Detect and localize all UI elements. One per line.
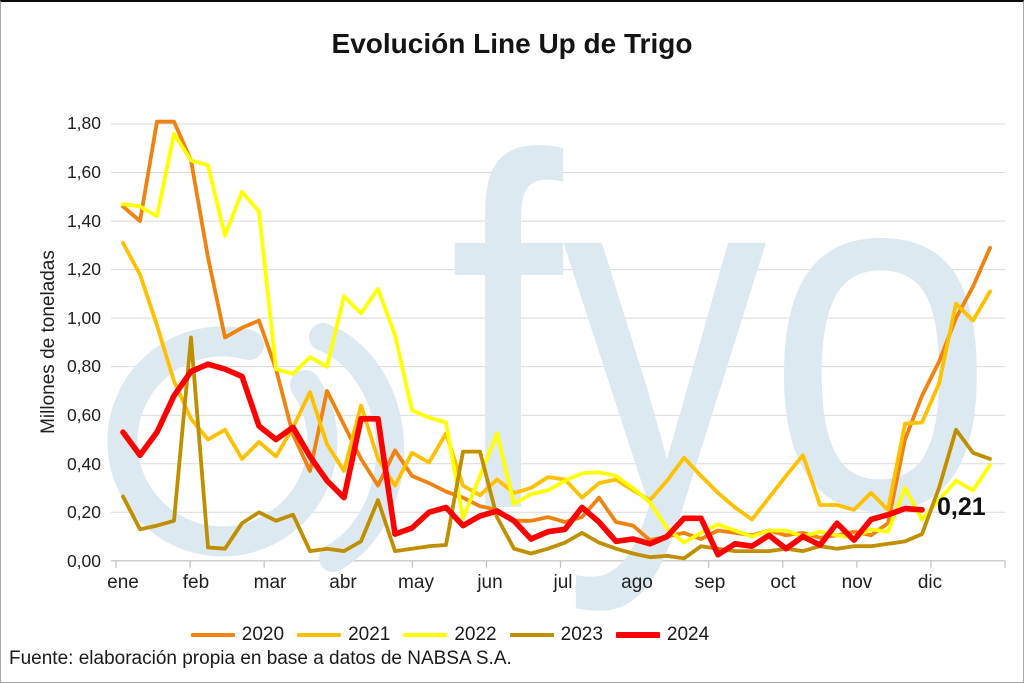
legend-label: 2023	[560, 624, 603, 645]
y-tick-label: 1,40	[66, 211, 101, 231]
y-tick-label: 1,80	[66, 113, 101, 133]
legend-line-swatch	[509, 633, 554, 637]
y-tick-label: 0,20	[66, 502, 101, 522]
x-tick-label-abr: abr	[329, 572, 357, 593]
end-value-label: 0,21	[937, 493, 986, 521]
x-tick-label-ago: ago	[621, 572, 653, 593]
legend-line-swatch	[403, 633, 448, 637]
series-line-2021	[121, 240, 992, 522]
chart-title: Evolución Line Up de Trigo	[331, 28, 693, 59]
legend-label: 2022	[454, 624, 497, 645]
legend: 2020 2021 2022 2023 2024	[1, 624, 961, 646]
gridlines	[111, 123, 1006, 568]
fyo-watermark-text: fyo	[449, 54, 994, 616]
y-tick-label: 0,60	[66, 405, 101, 425]
legend-item-2020: 2020	[190, 624, 285, 646]
legend-label: 2020	[241, 624, 285, 645]
legend-item-2021: 2021	[297, 624, 390, 646]
legend-item-2023: 2023	[509, 624, 603, 646]
fyo-watermark: fyo	[107, 54, 994, 616]
y-tick-label: 0,80	[66, 356, 101, 376]
x-tick-label-may: may	[398, 572, 434, 593]
source-note: Fuente: elaboración propia en base a dat…	[9, 648, 512, 669]
y-tick-label: 1,00	[66, 308, 101, 328]
y-tick-label: 1,20	[66, 259, 101, 279]
y-tick-label: 0,00	[66, 551, 101, 571]
x-tick-label-oct: oct	[770, 572, 796, 593]
legend-line-swatch	[297, 633, 342, 637]
legend-line-swatch	[615, 632, 660, 638]
legend-item-2022: 2022	[403, 624, 497, 646]
x-tick-label-sep: sep	[694, 572, 726, 593]
legend-item-2024: 2024	[615, 624, 710, 646]
series-line-2022	[121, 131, 992, 545]
legend-label: 2021	[348, 624, 391, 645]
legend-line-swatch	[190, 633, 235, 637]
x-tick-label-ene: ene	[107, 572, 139, 593]
data-series	[120, 119, 992, 561]
x-tick-label-mar: mar	[253, 572, 287, 593]
y-tick-label: 1,60	[66, 162, 101, 182]
x-tick-label-feb: feb	[182, 572, 210, 593]
series-line-2023	[121, 335, 992, 561]
x-tick-label-dic: dic	[917, 572, 943, 593]
x-tick-label-jun: jun	[477, 572, 503, 593]
fyo-logo-swoosh-icon	[309, 323, 405, 572]
legend-label: 2024	[666, 624, 710, 645]
series-line-2024	[120, 361, 925, 558]
y-tick-label: 0,40	[66, 454, 101, 474]
x-tick-label-nov: nov	[841, 572, 873, 593]
x-tick-label-jul: jul	[553, 572, 573, 593]
